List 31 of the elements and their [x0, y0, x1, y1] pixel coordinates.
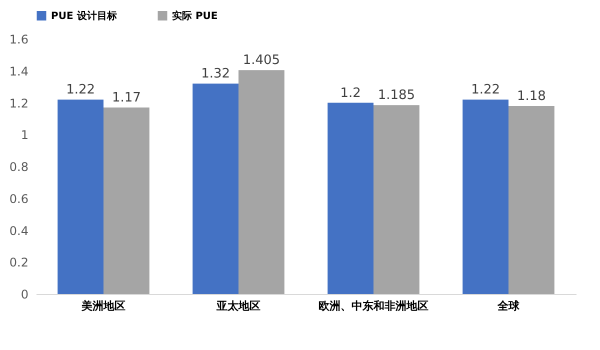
y-tick-label: 1.4: [9, 64, 28, 78]
y-tick-label: 1.6: [9, 32, 28, 46]
data-label: 1.18: [516, 88, 546, 104]
bar: [104, 108, 150, 294]
y-tick-label: 0.8: [9, 160, 28, 174]
y-tick-label: 1: [20, 128, 28, 142]
bar: [328, 102, 374, 294]
data-label: 1.22: [471, 82, 500, 98]
data-label: 1.185: [378, 88, 416, 104]
bar: [192, 84, 238, 294]
data-label: 1.32: [201, 66, 230, 82]
x-tick-label: 美洲地区: [80, 300, 126, 312]
legend-label: PUE 设计目标: [51, 10, 117, 22]
x-tick-label: 全球: [496, 300, 520, 312]
y-tick-label: 0.4: [9, 224, 28, 238]
x-tick-label: 亚太地区: [216, 300, 260, 312]
y-tick-label: 0.6: [9, 192, 28, 206]
bar: [508, 106, 554, 294]
y-tick-label: 0: [20, 288, 28, 302]
bar: [238, 70, 284, 294]
y-tick-label: 1.2: [9, 96, 28, 110]
data-label: 1.22: [66, 82, 96, 98]
bar: [58, 100, 104, 294]
legend-label: 实际 PUE: [172, 10, 218, 22]
data-label: 1.405: [242, 53, 280, 68]
y-tick-label: 0.2: [9, 256, 28, 270]
data-label: 1.17: [112, 90, 141, 106]
data-label: 1.2: [340, 86, 361, 101]
bar: [374, 105, 420, 294]
bar: [462, 100, 508, 294]
x-tick-label: 欧洲、中东和非洲地区: [318, 300, 428, 312]
